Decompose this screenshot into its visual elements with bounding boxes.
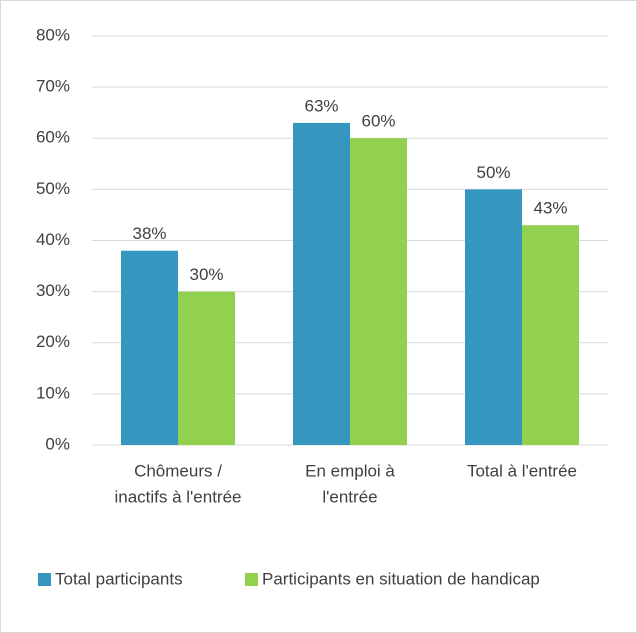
legend-label: Participants en situation de handicap (262, 569, 540, 588)
legend-swatch (245, 573, 258, 586)
y-tick-label: 20% (36, 332, 70, 351)
y-tick-label: 30% (36, 281, 70, 300)
x-tick-label: Total à l'entrée (467, 461, 577, 480)
bar (293, 122, 350, 445)
x-tick-label: inactifs à l'entrée (114, 487, 241, 506)
x-tick-label: En emploi à (305, 461, 395, 480)
y-tick-label: 40% (36, 230, 70, 249)
bar (121, 250, 178, 445)
legend-label: Total participants (55, 569, 183, 588)
data-label: 38% (132, 224, 166, 243)
y-tick-label: 80% (36, 25, 70, 44)
data-label: 63% (304, 96, 338, 115)
y-tick-label: 70% (36, 77, 70, 96)
bar (522, 225, 579, 445)
x-tick-label: l'entrée (322, 487, 377, 506)
data-label: 30% (189, 265, 223, 284)
bar (350, 138, 407, 445)
x-tick-label: Chômeurs / (134, 461, 222, 480)
data-label: 50% (476, 163, 510, 182)
y-tick-label: 0% (45, 434, 70, 453)
legend-swatch (38, 573, 51, 586)
data-label: 43% (533, 199, 567, 218)
data-label: 60% (361, 112, 395, 131)
bar (178, 291, 235, 445)
y-tick-label: 50% (36, 179, 70, 198)
y-tick-label: 60% (36, 128, 70, 147)
y-tick-label: 10% (36, 383, 70, 402)
bar (465, 189, 522, 445)
